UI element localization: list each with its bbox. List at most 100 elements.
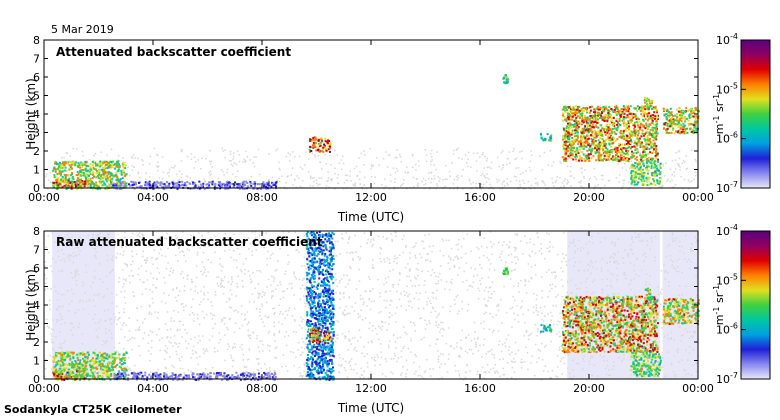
noise-pixel	[524, 187, 526, 190]
backscatter-pixel	[655, 150, 658, 153]
noise-pixel	[260, 367, 263, 370]
backscatter-pixel	[651, 126, 654, 129]
noise-pixel	[543, 151, 546, 154]
backscatter-pixel	[630, 138, 633, 141]
noise-pixel	[121, 324, 124, 327]
noise-pixel	[644, 252, 646, 255]
noise-pixel	[278, 180, 281, 183]
noise-pixel	[348, 340, 351, 342]
noise-pixel	[276, 182, 278, 184]
noise-pixel	[431, 250, 433, 253]
backscatter-pixel	[606, 150, 609, 153]
noise-pixel	[694, 158, 697, 161]
noise-pixel	[105, 327, 107, 330]
noise-pixel	[400, 355, 403, 358]
backscatter-pixel	[111, 177, 114, 180]
backscatter-pixel	[589, 115, 592, 118]
noise-pixel	[270, 254, 272, 256]
backscatter-pixel	[607, 134, 610, 137]
backscatter-pixel	[680, 120, 683, 123]
noise-pixel	[539, 155, 541, 157]
noise-pixel	[579, 295, 582, 297]
noise-pixel	[131, 274, 134, 277]
noise-pixel	[305, 268, 307, 270]
backscatter-pixel	[60, 165, 63, 168]
noise-pixel	[230, 163, 233, 166]
backscatter-pixel	[613, 156, 616, 159]
noise-pixel	[449, 187, 451, 190]
noise-pixel	[483, 237, 485, 239]
noise-pixel	[470, 339, 473, 342]
backscatter-pixel	[74, 164, 77, 167]
noise-pixel	[345, 179, 347, 181]
backscatter-pixel	[148, 183, 151, 186]
backscatter-pixel	[639, 122, 642, 125]
noise-pixel	[236, 150, 239, 152]
noise-pixel	[424, 370, 427, 372]
noise-pixel	[102, 238, 105, 240]
backscatter-pixel	[606, 129, 609, 132]
backscatter-pixel	[636, 148, 639, 151]
noise-pixel	[424, 234, 426, 236]
backscatter-pixel	[118, 183, 121, 186]
noise-pixel	[480, 322, 482, 325]
backscatter-pixel	[678, 123, 681, 126]
noise-pixel	[197, 159, 200, 161]
noise-pixel	[634, 170, 637, 173]
backscatter-pixel	[77, 180, 80, 183]
backscatter-pixel	[314, 145, 317, 148]
noise-pixel	[371, 259, 374, 261]
noise-pixel	[169, 328, 172, 331]
noise-pixel	[680, 340, 682, 342]
noise-pixel	[250, 176, 253, 178]
noise-pixel	[231, 280, 234, 283]
noise-pixel	[445, 165, 447, 167]
noise-pixel	[502, 166, 504, 169]
backscatter-pixel	[185, 184, 188, 187]
backscatter-pixel	[672, 121, 675, 124]
noise-pixel	[402, 365, 404, 368]
noise-pixel	[249, 159, 251, 161]
noise-pixel	[369, 308, 372, 311]
noise-pixel	[474, 268, 476, 270]
noise-pixel	[233, 259, 235, 261]
backscatter-pixel	[610, 117, 613, 120]
backscatter-pixel	[650, 145, 653, 148]
backscatter-pixel	[683, 131, 686, 134]
noise-pixel	[694, 174, 697, 177]
noise-pixel	[201, 157, 203, 160]
x-tick-label: 20:00	[573, 191, 605, 204]
backscatter-pixel	[638, 120, 641, 123]
backscatter-pixel	[570, 157, 573, 160]
backscatter-pixel	[637, 181, 640, 184]
noise-pixel	[63, 342, 65, 344]
backscatter-pixel	[121, 164, 124, 167]
noise-pixel	[433, 272, 436, 274]
noise-pixel	[65, 152, 68, 154]
noise-pixel	[249, 278, 252, 280]
noise-pixel	[594, 176, 596, 178]
backscatter-pixel	[93, 167, 96, 170]
x-axis-ticks: 00:00 04:00 08:00 12:00 16:00 20:00 00:00	[28, 40, 714, 204]
backscatter-pixel	[652, 114, 655, 117]
backscatter-pixel	[575, 105, 578, 108]
noise-pixel	[400, 350, 403, 352]
backscatter-pixel	[679, 116, 682, 119]
noise-pixel	[614, 242, 616, 244]
noise-pixel	[628, 181, 630, 183]
noise-pixel	[591, 262, 593, 264]
noise-pixel	[435, 343, 437, 345]
backscatter-pixel	[620, 108, 623, 111]
noise-pixel	[60, 167, 62, 169]
noise-pixel	[385, 238, 387, 240]
backscatter-pixel	[653, 143, 656, 146]
noise-pixel	[281, 236, 284, 239]
backscatter-pixel	[647, 100, 650, 103]
noise-pixel	[291, 282, 293, 285]
backscatter-pixel	[57, 165, 60, 168]
backscatter-pixel	[54, 160, 57, 163]
noise-pixel	[573, 306, 575, 308]
backscatter-pixel	[95, 183, 98, 186]
noise-pixel	[178, 342, 181, 345]
backscatter-pixel	[632, 152, 635, 155]
